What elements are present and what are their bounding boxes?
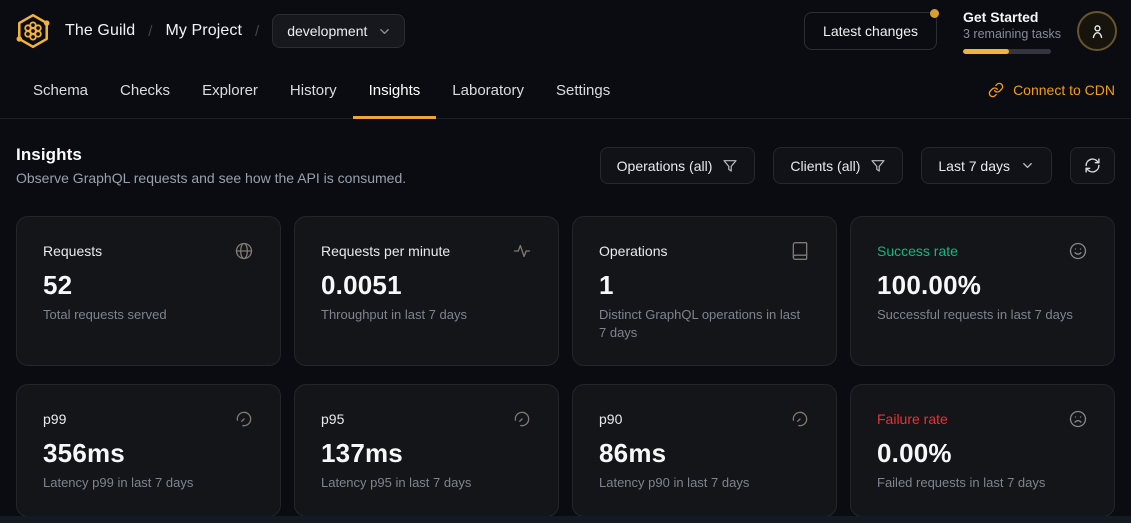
tab-insights[interactable]: Insights [352,62,437,119]
user-avatar[interactable] [1077,11,1117,51]
stat-card-p90: p90 86ms Latency p90 in last 7 days [572,384,837,517]
tab-settings[interactable]: Settings [540,62,626,118]
breadcrumb: The Guild / My Project / [65,22,259,40]
stat-value: 137ms [321,438,403,469]
stat-card-p95: p95 137ms Latency p95 in last 7 days [294,384,559,517]
date-range-selector[interactable]: Last 7 days [921,147,1052,184]
chevron-down-icon [377,24,392,39]
stat-title: Operations [599,243,668,259]
target-selector[interactable]: development [272,14,406,48]
operations-filter-label: Operations (all) [616,157,713,174]
insights-page: Insights Observe GraphQL requests and se… [0,145,1131,517]
stat-card-p99: p99 356ms Latency p99 in last 7 days [16,384,281,517]
link-icon [988,82,1004,98]
tab-laboratory[interactable]: Laboratory [436,62,540,118]
tab-schema[interactable]: Schema [17,62,104,118]
breadcrumb-separator: / [148,22,153,40]
next-section-edge [0,516,1131,523]
top-header: The Guild / My Project / development Lat… [0,0,1131,62]
stat-description: Total requests served [43,307,167,322]
breadcrumb-project[interactable]: My Project [165,22,243,39]
refresh-icon [1084,157,1101,174]
stat-description: Distinct GraphQL operations in last 7 da… [599,307,801,340]
activity-icon [512,241,532,261]
gauge-icon [234,409,254,429]
breadcrumb-separator: / [255,22,260,40]
globe-icon [234,241,254,261]
stat-description: Latency p90 in last 7 days [599,475,750,491]
filter-bar: Operations (all) Clients (all) Last 7 da… [599,147,1115,184]
stat-title: Success rate [877,243,958,259]
stat-card-requests-per-minute: Requests per minute 0.0051 Throughput in… [294,216,559,367]
latest-changes-button[interactable]: Latest changes [804,9,939,50]
tab-explorer[interactable]: Explorer [186,62,274,118]
latest-changes-label: Latest changes [823,23,918,39]
stat-description: Failed requests in last 7 days [877,475,1046,491]
page-title: Insights [16,145,82,164]
get-started-progress-fill [963,48,1009,54]
get-started-widget[interactable]: Get Started 3 remaining tasks [963,8,1061,54]
filter-funnel-icon [722,158,738,174]
page-subtitle: Observe GraphQL requests and see how the… [16,170,407,186]
get-started-title: Get Started [963,8,1039,25]
stat-value: 0.00% [877,438,952,469]
book-icon [790,241,810,261]
chevron-down-icon [1020,158,1035,173]
stat-card-success-rate: Success rate 100.00% Successful requests… [850,216,1115,367]
stat-title: p90 [599,411,623,428]
stat-title: Failure rate [877,411,948,428]
connect-to-cdn-label: Connect to CDN [1013,82,1115,98]
stat-value: 52 [43,270,73,300]
stat-description: Throughput in last 7 days [321,307,467,322]
stat-value: 0.0051 [321,270,402,300]
stat-description: Latency p99 in last 7 days [43,475,194,491]
stats-grid: Requests 52 Total requests served Reques… [16,216,1115,517]
gauge-icon [512,409,532,429]
stat-description: Successful requests in last 7 days [877,307,1073,322]
get-started-remaining-tasks: 3 remaining tasks [963,27,1061,41]
stat-card-operations: Operations 1 Distinct GraphQL operations… [572,216,837,367]
get-started-progress-track [963,48,1051,54]
stat-value: 86ms [599,438,667,469]
guild-logo-icon[interactable] [14,11,52,51]
stat-value: 100.00% [877,270,982,300]
refresh-button[interactable] [1070,147,1115,184]
tab-history[interactable]: History [274,62,353,118]
clients-filter-button[interactable]: Clients (all) [773,147,904,184]
target-selector-value: development [287,23,368,39]
stat-title: p95 [321,411,345,428]
stat-value: 1 [599,270,614,300]
person-icon [1088,22,1107,41]
stat-description: Latency p95 in last 7 days [321,475,472,491]
clients-filter-label: Clients (all) [790,157,861,174]
primary-nav: Schema Checks Explorer History Insights … [0,62,1131,119]
operations-filter-button[interactable]: Operations (all) [599,147,756,184]
breadcrumb-org[interactable]: The Guild [65,22,136,39]
stat-card-failure-rate: Failure rate 0.00% Failed requests in la… [850,384,1115,517]
gauge-icon [790,409,810,429]
stat-card-requests: Requests 52 Total requests served [16,216,281,367]
tab-checks[interactable]: Checks [104,62,186,118]
date-range-value: Last 7 days [938,157,1010,174]
notification-dot [930,9,939,18]
stat-title: p99 [43,411,67,428]
stat-title: Requests per minute [321,243,451,259]
filter-funnel-icon [870,158,886,174]
frown-icon [1068,409,1088,429]
smile-icon [1068,241,1088,261]
stat-value: 356ms [43,438,125,469]
connect-to-cdn-link[interactable]: Connect to CDN [988,62,1115,118]
stat-title: Requests [43,243,103,259]
